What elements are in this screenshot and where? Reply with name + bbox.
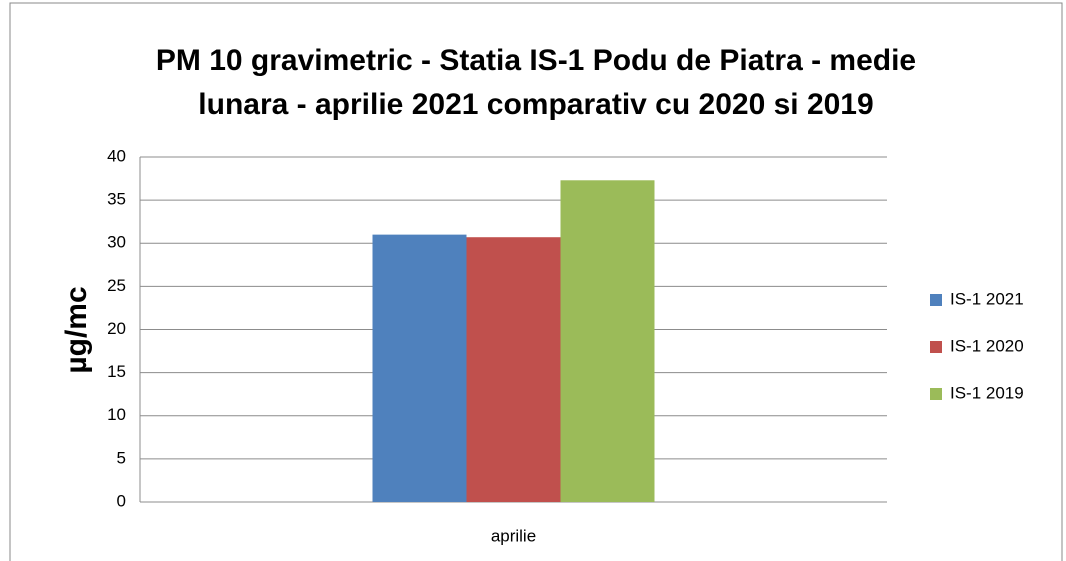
legend-swatch: [930, 294, 942, 306]
y-tick-label: 20: [107, 319, 126, 338]
chart-title: PM 10 gravimetric - Statia IS-1 Podu de …: [156, 44, 916, 77]
y-tick-label: 30: [107, 233, 126, 252]
bar: [466, 237, 561, 502]
y-tick-label: 10: [107, 405, 126, 424]
chart-title: lunara - aprilie 2021 comparativ cu 2020…: [198, 88, 873, 121]
legend-swatch: [930, 388, 942, 400]
legend-swatch: [930, 341, 942, 353]
y-tick-label: 5: [117, 448, 126, 467]
y-tick-label: 40: [107, 146, 126, 165]
legend-label: IS-1 2021: [950, 289, 1024, 308]
bar: [560, 180, 655, 502]
legend-label: IS-1 2019: [950, 383, 1024, 402]
chart-border: [9, 2, 1063, 561]
y-tick-label: 25: [107, 276, 126, 295]
y-tick-label: 35: [107, 190, 126, 209]
y-tick-label: 15: [107, 362, 126, 381]
y-tick-label: 0: [117, 491, 126, 510]
legend-label: IS-1 2020: [950, 336, 1024, 355]
bar: [372, 234, 467, 502]
x-tick-label: aprilie: [491, 526, 536, 545]
y-axis-label: µg/mc: [60, 286, 93, 373]
